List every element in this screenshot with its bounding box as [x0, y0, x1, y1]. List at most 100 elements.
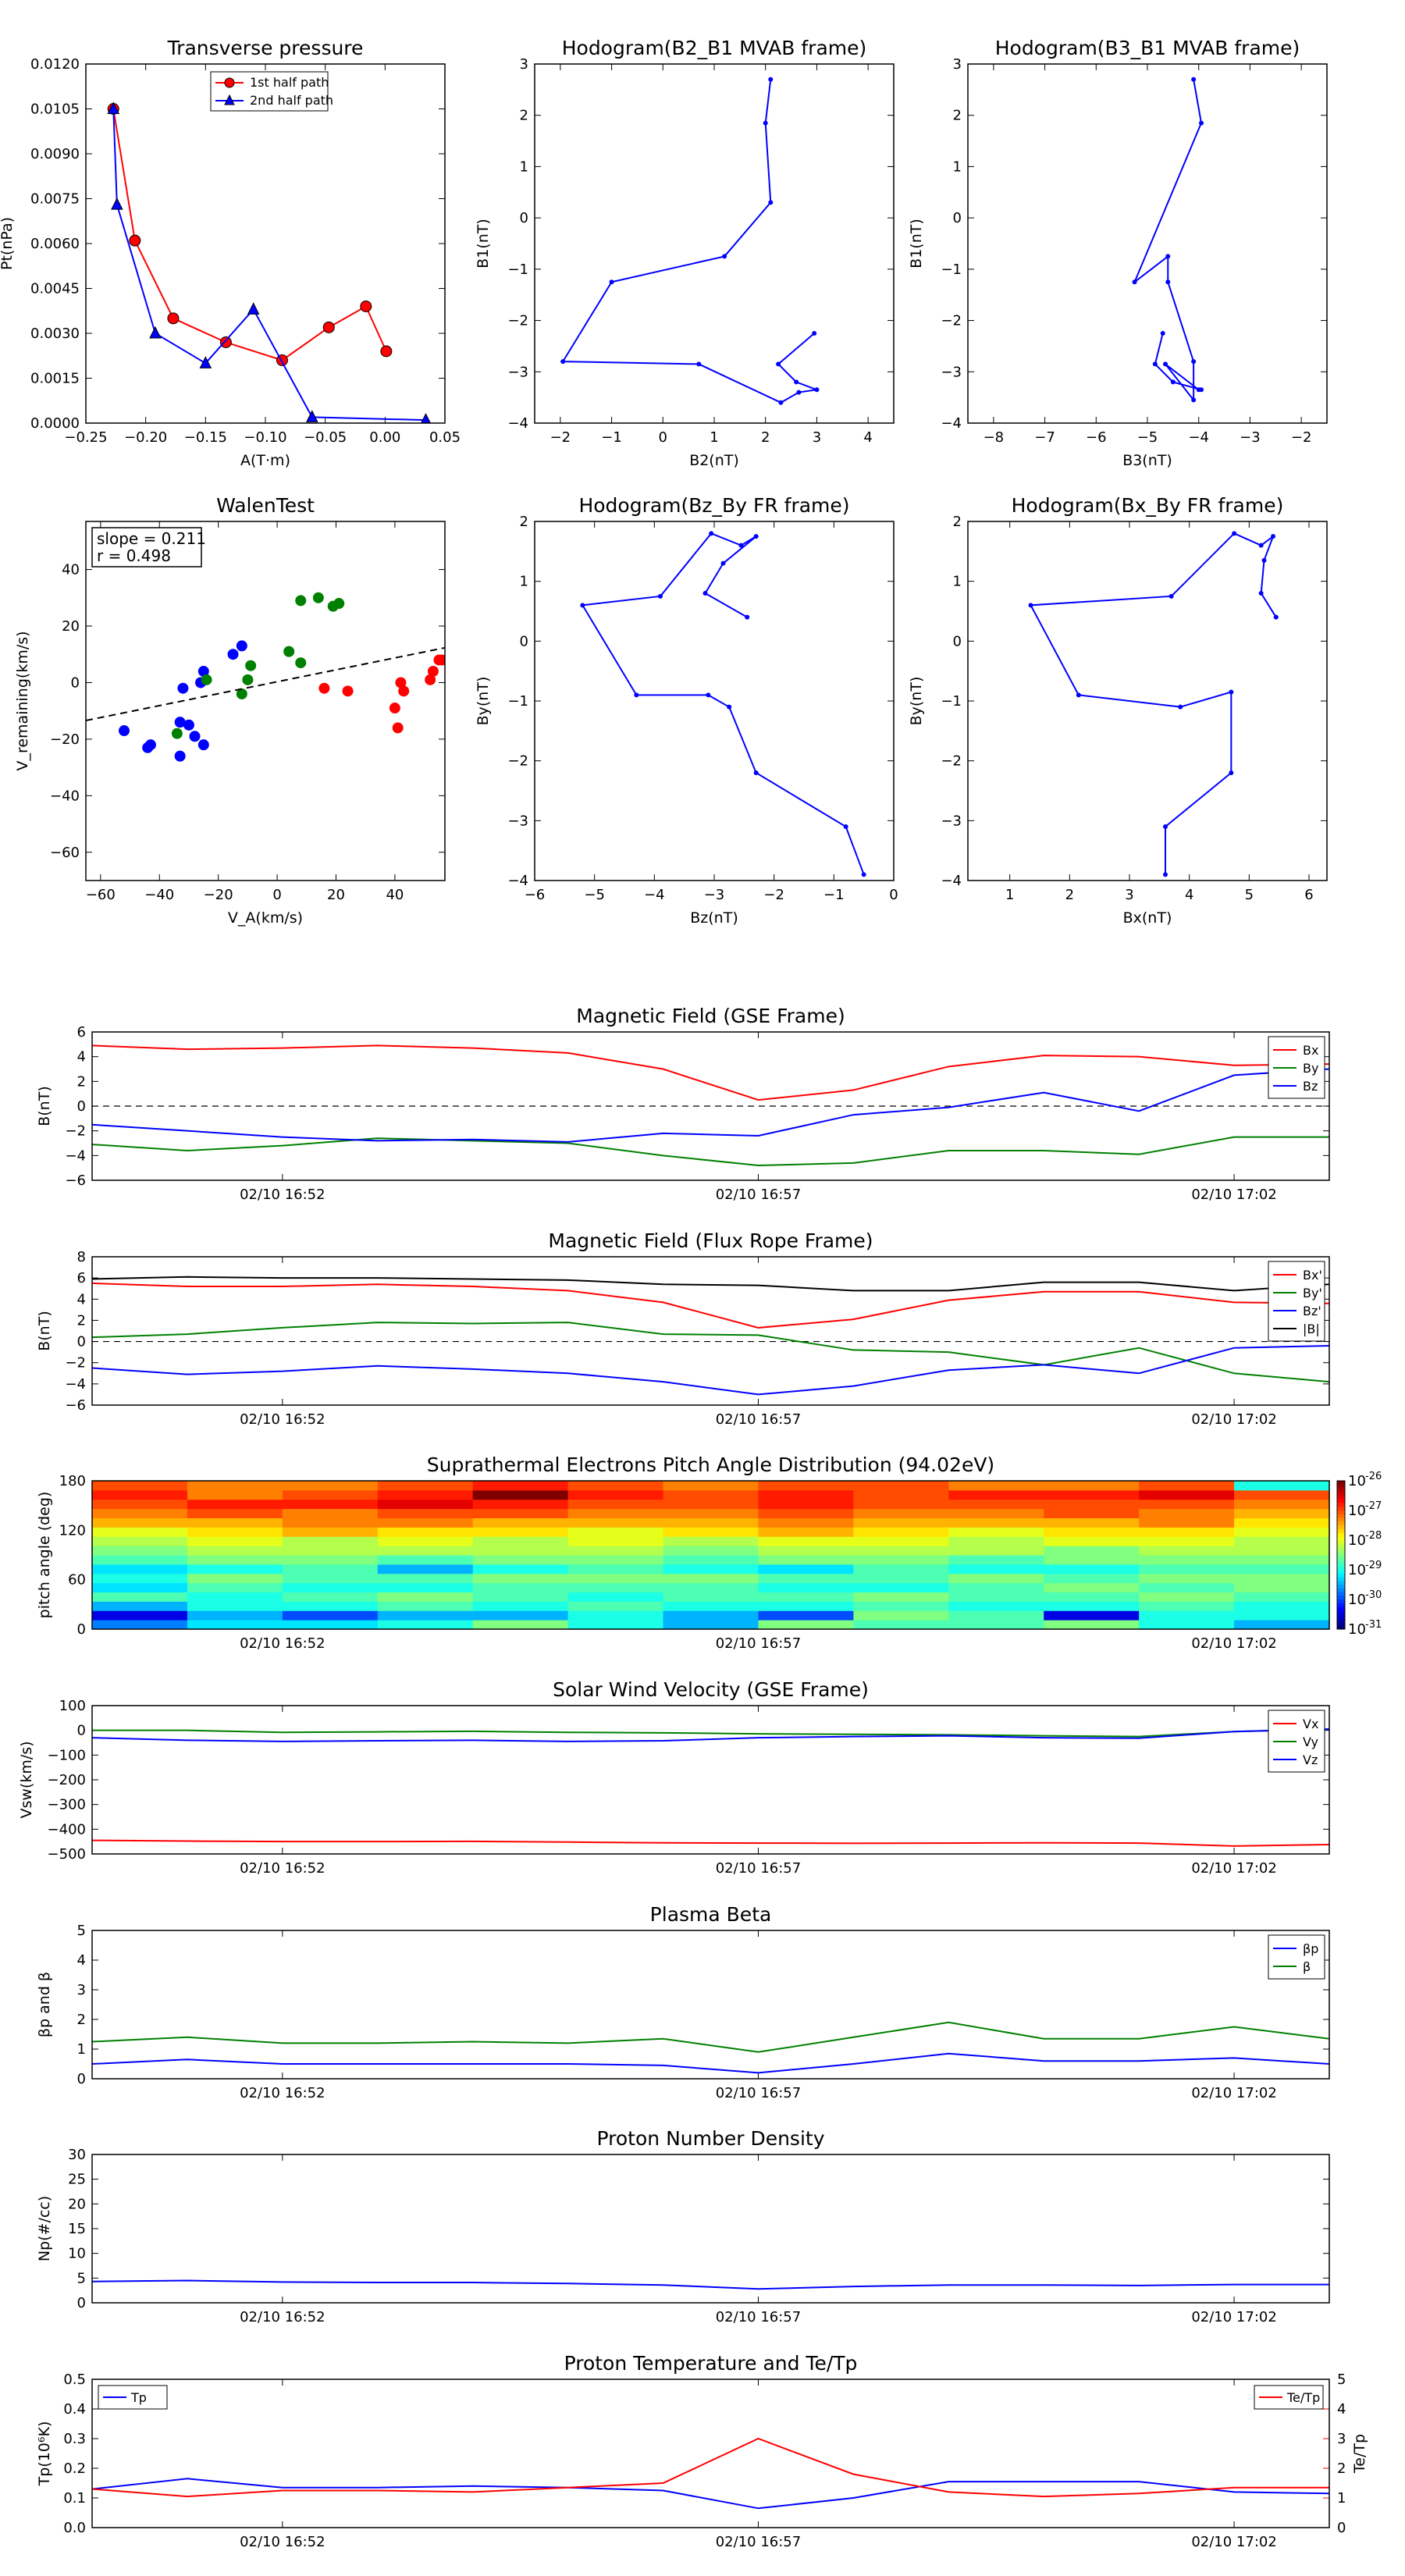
series-line [112, 109, 387, 361]
plot-area [92, 1044, 1329, 1167]
heatmap-cell [377, 1508, 474, 1518]
heatmap-cell [472, 1555, 569, 1565]
data-point [696, 361, 702, 367]
y2-tick-label: 4 [1337, 2401, 1346, 2418]
heatmap-cell [92, 1555, 188, 1565]
chart-title: Hodogram(B2_B1 MVAB frame) [562, 37, 867, 59]
series-line [92, 2478, 1329, 2510]
heatmap-cell [472, 1527, 569, 1537]
heatmap-cell [92, 1546, 188, 1556]
colorbar-segment [1337, 1573, 1345, 1578]
heatmap-cell [377, 1620, 474, 1630]
y-tick-label: −1 [941, 262, 962, 278]
plot-area [92, 1728, 1329, 1847]
data-point [171, 728, 183, 739]
data-point [305, 410, 318, 422]
y-tick-label: −6 [65, 1397, 86, 1414]
y-tick-label: 0.2 [63, 2460, 86, 2477]
x-tick-label: 02/10 17:02 [1191, 2534, 1276, 2550]
data-point [727, 704, 732, 710]
heatmap-cell [948, 1489, 1044, 1500]
heatmap-cell [377, 1592, 474, 1602]
colorbar-segment [1337, 1481, 1345, 1485]
colorbar-exponent: -28 [1365, 1530, 1382, 1542]
data-point [1191, 359, 1197, 365]
chart-pad: Suprathermal Electrons Pitch Angle Distr… [36, 1453, 1382, 1652]
legend-label: 1st half path [250, 75, 329, 90]
y-tick-label: −100 [48, 1747, 86, 1763]
y-tick-label: −3 [507, 813, 528, 829]
data-point [794, 379, 799, 385]
chart-title: Magnetic Field (GSE Frame) [576, 1005, 845, 1027]
plot-frame [967, 63, 1328, 424]
data-point [1199, 120, 1204, 126]
data-point [107, 101, 120, 114]
heatmap-cell [472, 1573, 569, 1584]
heatmap-cell [1139, 1573, 1235, 1584]
heatmap-cell [567, 1610, 664, 1621]
heatmap-cell [282, 1481, 379, 1491]
annotation-text: r = 0.498 [97, 546, 171, 565]
data-point [1168, 593, 1174, 599]
y-tick-label: 180 [59, 1473, 86, 1489]
y-tick-label: 0 [953, 633, 962, 649]
heatmap-cell [758, 1592, 854, 1602]
colorbar-segment [1337, 1606, 1345, 1611]
heatmap-cell [758, 1610, 854, 1621]
y-tick-label: −500 [48, 1846, 86, 1863]
data-point [812, 331, 817, 336]
x-tick-label: 40 [386, 887, 404, 903]
heatmap-cell [758, 1499, 854, 1510]
x-tick-label: −6 [525, 887, 546, 903]
heatmap-cell [282, 1601, 379, 1611]
x-tick-label: 0 [272, 887, 281, 903]
colorbar-label: 10 [1348, 1532, 1366, 1549]
legend-label: Vx [1303, 1717, 1318, 1731]
data-point [380, 345, 393, 358]
heatmap-cell [663, 1564, 759, 1574]
data-point [776, 361, 781, 367]
y-tick-label: 1 [953, 574, 962, 590]
data-point [1229, 689, 1234, 695]
y-tick-label: 0.0 [63, 2520, 86, 2536]
x-tick-label: 4 [863, 429, 872, 446]
colorbar-segment [1337, 1525, 1345, 1530]
plot-frame [534, 63, 895, 424]
heatmap-cell [472, 1610, 569, 1621]
heatmap-cell [948, 1555, 1044, 1565]
x-tick-label: 5 [1245, 887, 1254, 903]
heatmap-cell [948, 1573, 1044, 1584]
heatmap-cell [1234, 1517, 1330, 1528]
data-point [768, 76, 774, 82]
data-point [360, 301, 372, 312]
data-point [183, 719, 194, 731]
series-line [92, 2279, 1329, 2290]
heatmap-cell [853, 1620, 949, 1630]
heatmap-cell [853, 1499, 949, 1510]
heatmap-cell [92, 1582, 188, 1592]
y-axis-label: Pt(nPa) [0, 217, 16, 270]
y-tick-label: 0.0105 [30, 101, 80, 118]
series-line [561, 79, 817, 404]
y-tick-label: −4 [941, 873, 962, 889]
heatmap-cell [663, 1499, 759, 1510]
y-tick-label: −2 [507, 313, 528, 329]
data-point [1028, 603, 1033, 608]
heatmap-cell [187, 1536, 283, 1546]
x-tick-label: 02/10 16:52 [240, 1860, 325, 1877]
colorbar-segment [1337, 1592, 1345, 1596]
data-point [738, 543, 744, 548]
y-tick-label: −20 [50, 731, 80, 748]
colorbar-segment [1337, 1625, 1345, 1630]
heatmap-cell [1234, 1601, 1330, 1611]
heatmap-cell [187, 1489, 283, 1500]
legend-marker [224, 94, 235, 105]
y-tick-label: 0 [520, 210, 528, 226]
annotation-box [91, 527, 202, 568]
heatmap-cell [1234, 1582, 1330, 1592]
heatmap-cell [1234, 1564, 1330, 1574]
x-tick-label: 2 [1065, 887, 1074, 903]
y-tick-label: 120 [59, 1522, 86, 1539]
heatmap-cell [853, 1489, 949, 1500]
